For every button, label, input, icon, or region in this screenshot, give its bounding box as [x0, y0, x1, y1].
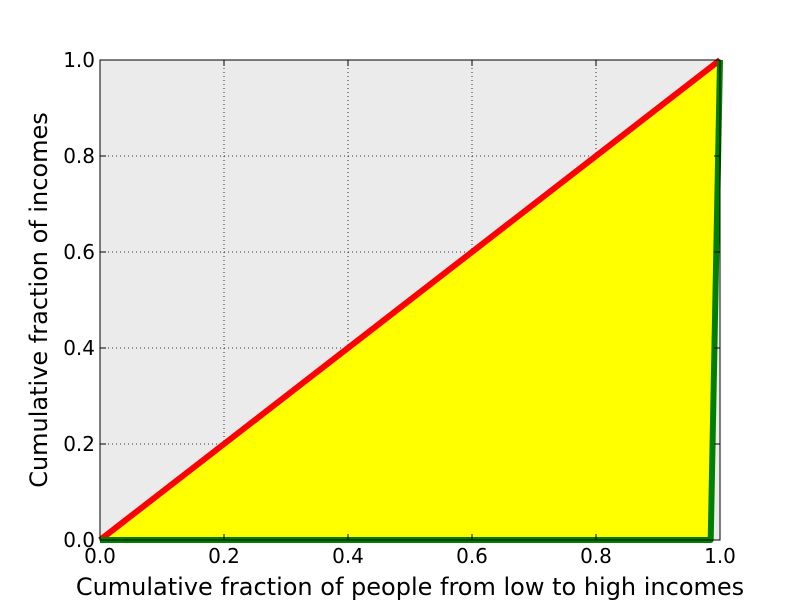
- x-tick-labels: 0.0 0.2 0.4 0.6 0.8 1.0: [84, 544, 736, 568]
- plot-frame: [99, 59, 721, 541]
- y-tick-label: 0.2: [63, 432, 95, 456]
- tick-marks: [99, 59, 721, 541]
- y-tick-label: 0.4: [63, 336, 95, 360]
- x-tick-label: 0.6: [456, 544, 488, 568]
- x-tick-label: 0.8: [580, 544, 612, 568]
- equality-line: [98, 57, 722, 543]
- y-tick-label: 0.6: [63, 240, 95, 264]
- y-tick-labels: 0.0 0.2 0.4 0.6 0.8 1.0: [63, 48, 95, 552]
- y-axis-label: Cumulative fraction of incomes: [25, 112, 53, 488]
- y-tick-label: 0.8: [63, 144, 95, 168]
- x-tick-label: 0.2: [208, 544, 240, 568]
- y-tick-label: 0.0: [63, 528, 95, 552]
- x-tick-label: 0.0: [84, 544, 116, 568]
- x-tick-label: 0.4: [332, 544, 364, 568]
- x-axis-label: Cumulative fraction of people from low t…: [76, 573, 744, 600]
- y-tick-label: 1.0: [63, 48, 95, 72]
- x-tick-label: 1.0: [704, 544, 736, 568]
